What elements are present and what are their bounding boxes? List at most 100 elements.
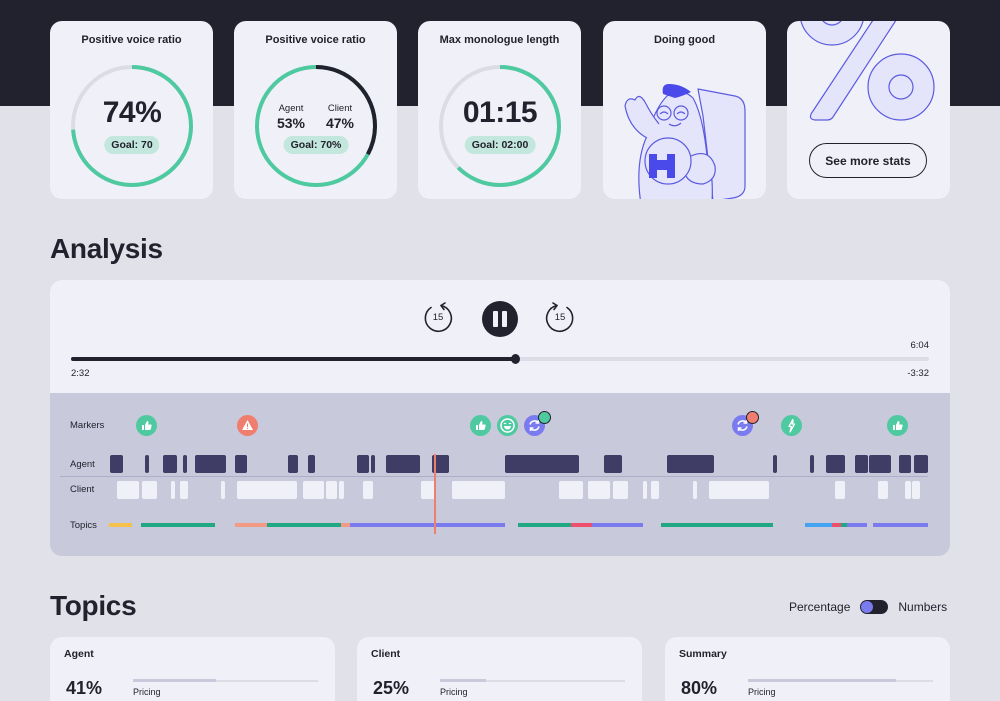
- pause-icon: [493, 311, 498, 327]
- topic-segment[interactable]: [592, 523, 643, 527]
- see-more-stats-button[interactable]: See more stats: [809, 143, 927, 178]
- agent-speech-segment[interactable]: [869, 455, 891, 473]
- client-speech-segment[interactable]: [835, 481, 845, 499]
- remaining-time: -3:32: [907, 368, 929, 379]
- agent-speech-segment[interactable]: [855, 455, 868, 473]
- topic-percentage: 25%: [373, 678, 410, 698]
- skip-forward-15-button[interactable]: 15: [543, 301, 577, 335]
- agent-speech-segment[interactable]: [386, 455, 420, 473]
- client-speech-segment[interactable]: [651, 481, 659, 499]
- marker-energy[interactable]: [781, 415, 802, 436]
- toggle-label-percentage[interactable]: Percentage: [789, 600, 851, 614]
- analysis-heading: Analysis: [50, 233, 163, 264]
- stat-card-doing-good: Doing good: [603, 21, 766, 199]
- topic-segment[interactable]: [235, 523, 267, 527]
- stat-title: Positive voice ratio: [265, 34, 366, 46]
- marker-sentiment-positive[interactable]: [524, 411, 551, 436]
- client-speech-segment[interactable]: [117, 481, 139, 499]
- agent-speech-segment[interactable]: [914, 455, 928, 473]
- agent-speech-segment[interactable]: [667, 455, 714, 473]
- client-speech-segment[interactable]: [643, 481, 647, 499]
- agent-speech-segment[interactable]: [432, 455, 449, 473]
- topic-card-client: Client 25% Pricing: [357, 637, 642, 701]
- agent-speech-segment[interactable]: [183, 455, 187, 473]
- agent-speech-segment[interactable]: [604, 455, 622, 473]
- client-speech-segment[interactable]: [339, 481, 344, 499]
- stat-value: 74%: [102, 96, 162, 129]
- stat-card-positive-voice-ratio: Positive voice ratio 74% Goal: 70: [50, 21, 213, 199]
- agent-speech-segment[interactable]: [235, 455, 247, 473]
- agent-speech-segment[interactable]: [773, 455, 777, 473]
- client-speech-segment[interactable]: [709, 481, 769, 499]
- goal-badge: Goal: 02:00: [464, 136, 536, 154]
- client-speech-segment[interactable]: [363, 481, 373, 499]
- percent-illustration: [800, 21, 935, 121]
- client-speech-segment[interactable]: [588, 481, 610, 499]
- client-speech-segment[interactable]: [221, 481, 225, 499]
- topic-segment[interactable]: [832, 523, 841, 527]
- agent-speech-segment[interactable]: [357, 455, 369, 473]
- agent-speech-segment[interactable]: [899, 455, 911, 473]
- agent-speech-segment[interactable]: [505, 455, 579, 473]
- client-row-label: Client: [70, 484, 95, 495]
- topic-segment[interactable]: [873, 523, 928, 527]
- agent-speech-segment[interactable]: [288, 455, 298, 473]
- agent-row-label: Agent: [70, 459, 95, 470]
- topic-segment[interactable]: [841, 523, 847, 527]
- playback-scrubber[interactable]: [71, 357, 929, 361]
- topic-label: Pricing: [440, 687, 468, 697]
- agent-speech-segment[interactable]: [308, 455, 315, 473]
- client-speech-segment[interactable]: [452, 481, 505, 499]
- topic-segment[interactable]: [661, 523, 773, 527]
- client-speech-segment[interactable]: [559, 481, 583, 499]
- agent-speech-segment[interactable]: [810, 455, 814, 473]
- laughing-face-icon: [500, 418, 515, 433]
- topic-segment[interactable]: [805, 523, 832, 527]
- topic-segment[interactable]: [571, 523, 592, 527]
- topic-card-summary: Summary 80% Pricing: [665, 637, 950, 701]
- client-speech-segment[interactable]: [142, 481, 157, 499]
- thumbs-up-icon: [893, 421, 903, 430]
- agent-speech-segment[interactable]: [145, 455, 149, 473]
- topic-segment[interactable]: [518, 523, 571, 527]
- marker-thumbs-up[interactable]: [887, 415, 908, 436]
- marker-thumbs-up[interactable]: [470, 415, 491, 436]
- topic-segment[interactable]: [341, 523, 350, 527]
- skip-back-15-button[interactable]: 15: [421, 301, 455, 335]
- agent-speech-segment[interactable]: [195, 455, 226, 473]
- topic-segment[interactable]: [267, 523, 341, 527]
- timeline-playhead[interactable]: [434, 454, 436, 534]
- agent-speech-segment[interactable]: [371, 455, 375, 473]
- client-speech-segment[interactable]: [693, 481, 697, 499]
- agent-speech-segment[interactable]: [110, 455, 123, 473]
- client-speech-segment[interactable]: [912, 481, 920, 499]
- percentage-numbers-toggle[interactable]: [860, 600, 889, 614]
- client-speech-segment[interactable]: [878, 481, 888, 499]
- client-speech-segment[interactable]: [180, 481, 188, 499]
- toggle-label-numbers[interactable]: Numbers: [898, 600, 948, 614]
- client-speech-segment[interactable]: [237, 481, 297, 499]
- client-speech-segment[interactable]: [326, 481, 337, 499]
- stat-card-max-monologue: Max monologue length 01:15 Goal: 02:00: [418, 21, 581, 199]
- client-speech-segment[interactable]: [905, 481, 911, 499]
- marker-warning[interactable]: [237, 415, 258, 436]
- topic-card-title: Summary: [679, 648, 727, 660]
- agent-speech-segment[interactable]: [826, 455, 845, 473]
- topic-segment[interactable]: [109, 523, 132, 527]
- marker-laughing[interactable]: [497, 415, 518, 436]
- client-speech-segment[interactable]: [421, 481, 436, 499]
- frown-badge-icon: [746, 411, 759, 424]
- agent-speech-segment[interactable]: [163, 455, 177, 473]
- marker-sentiment-negative[interactable]: [732, 411, 759, 436]
- toggle-knob: [861, 601, 874, 613]
- scrubber-handle[interactable]: [511, 354, 520, 364]
- marker-thumbs-up[interactable]: [136, 415, 157, 436]
- client-speech-segment[interactable]: [303, 481, 324, 499]
- topic-segment[interactable]: [141, 523, 215, 527]
- pause-button[interactable]: [482, 301, 518, 337]
- topic-segment[interactable]: [847, 523, 867, 527]
- client-speech-segment[interactable]: [613, 481, 628, 499]
- fast-forward-icon: [545, 302, 574, 333]
- client-speech-segment[interactable]: [171, 481, 175, 499]
- topic-segment[interactable]: [350, 523, 505, 527]
